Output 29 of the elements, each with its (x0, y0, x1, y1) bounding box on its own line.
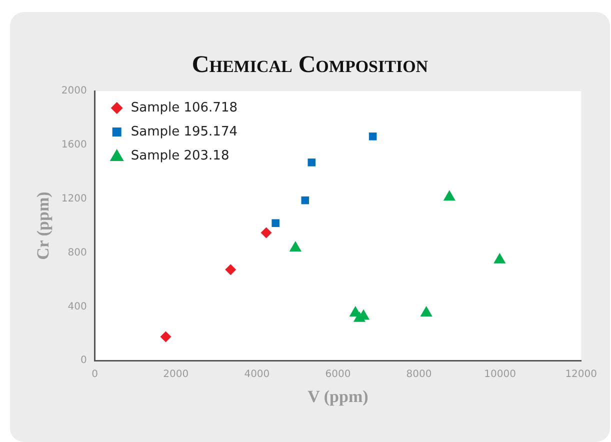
x-tick-label: 2000 (163, 369, 189, 380)
point (368, 132, 377, 140)
y-axis-title: Cr (ppm) (34, 192, 53, 260)
legend-label: Sample 195.174 (130, 124, 238, 140)
x-tick-label: 10000 (484, 369, 516, 380)
legend-label: Sample 203.18 (130, 148, 230, 164)
legend-label: Sample 106.718 (130, 100, 238, 116)
point (301, 196, 310, 204)
point (289, 241, 302, 252)
chart-title: Chemical Composition (190, 52, 430, 79)
y-tick-label: 0 (80, 355, 87, 366)
point (494, 252, 506, 264)
x-tick-label: 4000 (244, 369, 270, 380)
y-tick-label: 1200 (61, 193, 87, 204)
y-tick-label: 800 (68, 247, 87, 258)
point (443, 190, 456, 201)
x-tick-label: 6000 (325, 369, 351, 380)
point (420, 306, 432, 317)
x-tick-label: 12000 (565, 369, 597, 380)
x-tick-label: 8000 (406, 369, 432, 380)
y-tick-label: 400 (68, 301, 87, 312)
point (272, 219, 280, 227)
y-tick-label: 1600 (61, 140, 87, 151)
x-axis-title: V (ppm) (308, 387, 368, 406)
point (225, 264, 236, 276)
y-tick-label: 2000 (61, 86, 87, 97)
point (260, 227, 272, 238)
x-tick-label: 0 (92, 369, 98, 380)
point (308, 158, 316, 166)
